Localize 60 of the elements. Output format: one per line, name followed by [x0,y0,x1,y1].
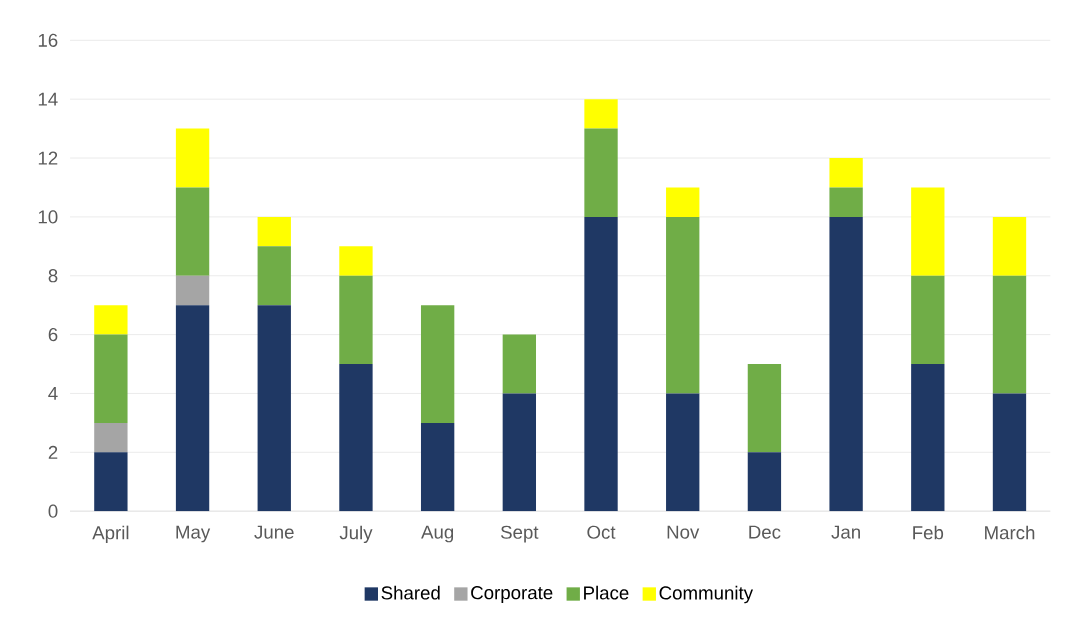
y-tick-label: 6 [48,327,58,342]
y-tick-label: 2 [48,445,58,459]
bar [829,216,863,512]
bar [829,187,863,217]
bar [992,275,1027,394]
bar [257,246,291,306]
y-tick-label: 14 [38,92,58,106]
bar [829,157,863,188]
bar [992,216,1027,276]
x-tick-label: July [339,525,373,543]
y-tick-label: 16 [38,33,58,47]
bar [666,187,700,217]
y-tick-label: 0 [48,504,58,518]
bar [175,305,210,512]
bar [339,363,373,512]
bar [666,393,700,512]
legend-label: Community [659,585,754,604]
bar [94,452,128,512]
bar [339,275,373,364]
bar [175,187,210,276]
x-tick-label: Sept [500,525,539,543]
y-tick-label: 4 [48,386,58,400]
x-tick-label: Oct [587,525,616,539]
x-tick-label: Feb [913,525,944,540]
y-tick-label: 12 [38,151,58,165]
bar [747,452,782,512]
x-tick-label: March [985,525,1035,540]
x-tick-label: June [254,525,294,539]
x-tick-label: May [176,525,211,543]
x-tick-label: Dec [749,525,781,539]
bar [94,305,128,335]
bar [94,334,128,423]
bar [584,128,618,217]
legend-label: Shared [381,585,440,600]
bar [339,246,373,276]
y-tick-label: 10 [38,210,58,224]
bar [257,305,291,512]
bar [175,128,210,188]
x-tick-label: Aug [421,525,454,543]
x-tick-label: April [92,525,129,543]
bar [584,99,618,129]
bar [94,422,128,453]
bar [747,363,782,453]
bar [992,393,1027,512]
y-tick-label: 8 [48,269,58,283]
bar [502,393,537,512]
x-tick-label: Nov [667,525,700,539]
legend-label: Place [584,585,629,600]
bar [420,305,455,423]
bar [257,216,291,247]
bar [175,275,210,306]
bar [584,216,618,512]
bar [911,363,945,512]
bar [502,334,537,394]
bar [911,187,945,276]
x-tick-label: Jan [831,525,860,539]
legend-label: Corporate [471,585,553,603]
bar [911,275,945,364]
bar [420,422,455,512]
bar [666,216,700,394]
